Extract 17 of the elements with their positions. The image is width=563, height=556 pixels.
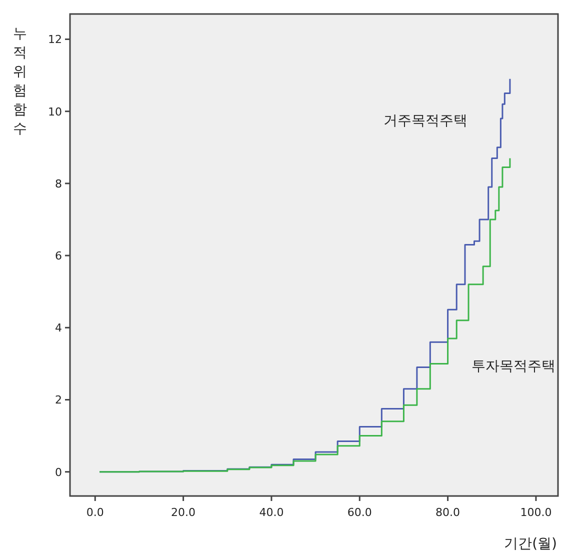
x-tick-label: 0.0 [86,506,104,519]
x-tick-label: 60.0 [347,506,372,519]
y-tick-label: 4 [55,322,62,335]
y-tick-label: 8 [55,177,62,190]
y-tick-label: 2 [55,394,62,407]
x-tick-label: 40.0 [259,506,284,519]
y-tick-label: 12 [48,33,62,46]
text: 거주목적주택 [384,112,468,129]
x-axis-title: 기간(월) [504,536,557,552]
x-tick-label: 20.0 [171,506,196,519]
y-axis-title: 누적위험함수 [13,26,27,137]
series-label: 투자목적주택 [472,358,556,375]
y-tick-label: 6 [55,250,62,263]
y-tick-label: 0 [55,466,62,479]
x-tick-label: 100.0 [520,506,552,519]
x-tick-label: 80.0 [436,506,460,519]
y-tick-label: 10 [48,105,62,118]
